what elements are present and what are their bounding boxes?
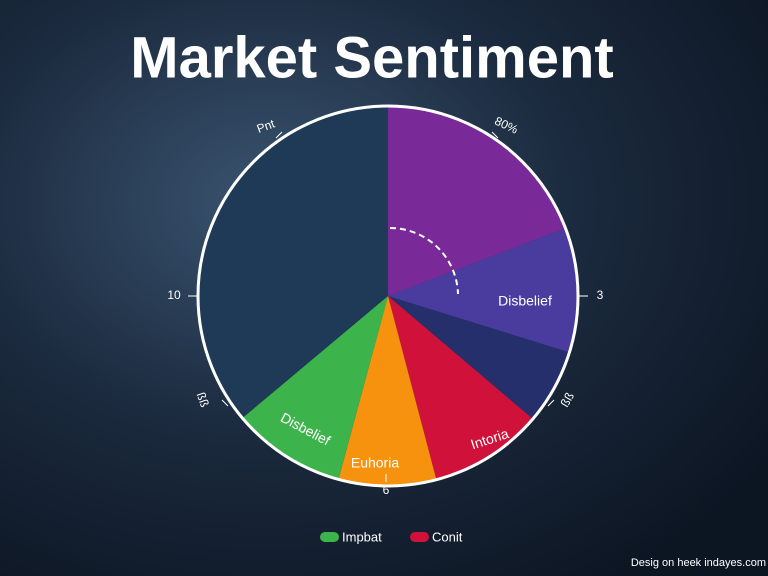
pie-slice: [388, 107, 565, 296]
outer-label: 3: [597, 288, 604, 302]
pie-slice: [388, 296, 533, 479]
pie-slice: [388, 228, 577, 353]
pie-outline: [196, 104, 580, 488]
legend-label: Conit: [432, 529, 463, 544]
slice-label: Euhoria: [351, 455, 399, 471]
slice-label: Disbelief: [498, 293, 552, 309]
outer-label: 10: [167, 288, 181, 302]
outer-tick: [547, 399, 555, 407]
footer: Desig on heek indayes.com: [631, 557, 766, 569]
outer-label: Pnt: [255, 116, 277, 136]
legend-swatch: [410, 532, 429, 542]
outer-tick: [221, 399, 229, 407]
pie-slice: [388, 296, 569, 419]
legend-label: Impbat: [342, 529, 382, 544]
pie-slice: [199, 107, 388, 418]
outer-tick: [491, 131, 499, 139]
outer-tick: [275, 131, 283, 139]
outer-label: ßß: [194, 390, 212, 409]
dashed-arc: [389, 227, 459, 295]
outer-label: 6: [383, 483, 390, 497]
pie-slice: [338, 296, 437, 485]
outer-label: ßß: [558, 390, 577, 410]
legend-swatch: [320, 532, 339, 542]
legend: Impbat Conit: [320, 529, 463, 544]
pie-slice: [243, 296, 388, 479]
chart-title: Market Sentiment: [130, 25, 613, 90]
